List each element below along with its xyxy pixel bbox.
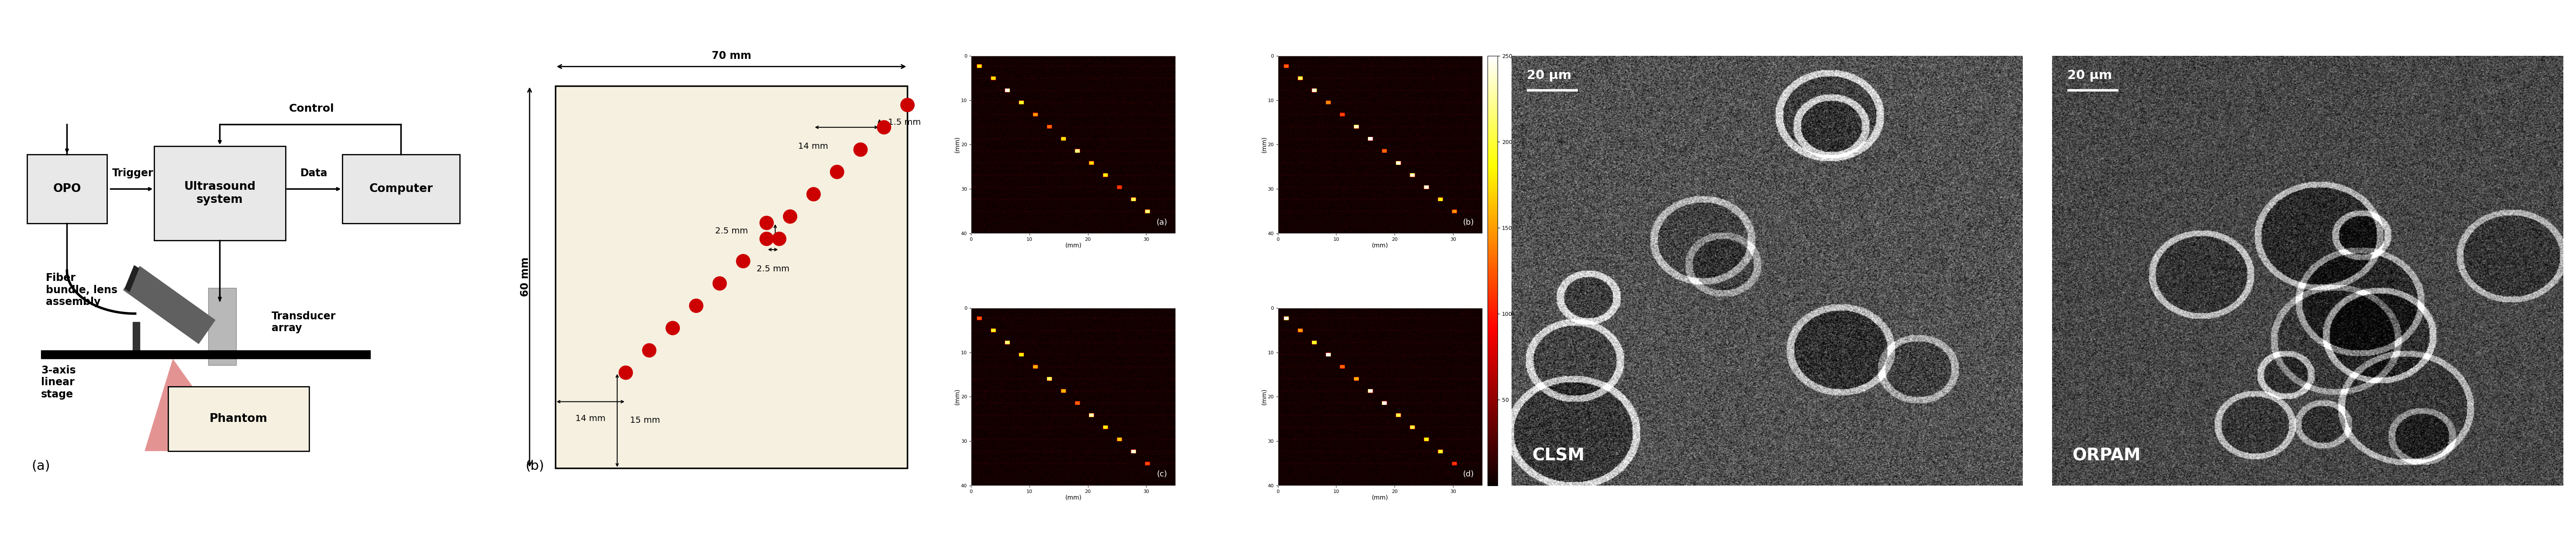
Bar (155, 146, 286, 240)
Text: CLSM: CLSM (1533, 448, 1584, 464)
Text: (c): (c) (1157, 470, 1167, 478)
Text: 1.5 mm: 1.5 mm (889, 118, 922, 127)
Text: Trigger: Trigger (113, 168, 155, 178)
Text: Data: Data (301, 168, 327, 178)
Text: 70 mm: 70 mm (711, 50, 752, 61)
Circle shape (760, 216, 773, 230)
X-axis label: (mm): (mm) (1373, 242, 1388, 248)
Text: 60 mm: 60 mm (520, 257, 531, 297)
Bar (556, 86, 907, 468)
Text: 14 mm: 14 mm (799, 142, 827, 151)
Text: OPO: OPO (54, 184, 80, 195)
Circle shape (665, 321, 680, 335)
Circle shape (878, 121, 891, 134)
Circle shape (690, 299, 703, 312)
Text: (a): (a) (31, 460, 52, 473)
Polygon shape (134, 322, 139, 352)
Bar (343, 155, 459, 223)
Circle shape (853, 143, 868, 156)
Text: (b): (b) (526, 460, 544, 473)
Y-axis label: (mm): (mm) (1260, 388, 1267, 405)
Polygon shape (124, 266, 216, 344)
Y-axis label: (mm): (mm) (1260, 136, 1267, 153)
Text: 2.5 mm: 2.5 mm (716, 227, 747, 235)
Text: 3-axis
linear
stage: 3-axis linear stage (41, 365, 75, 400)
Polygon shape (144, 359, 240, 451)
Circle shape (783, 210, 796, 223)
Text: Phantom: Phantom (209, 413, 268, 425)
X-axis label: (mm): (mm) (1373, 494, 1388, 501)
Circle shape (773, 232, 786, 246)
Circle shape (641, 344, 657, 357)
Bar (167, 387, 309, 451)
Text: 20 μm: 20 μm (1528, 69, 1571, 81)
Text: 15 mm: 15 mm (631, 416, 659, 425)
Polygon shape (124, 266, 139, 292)
Text: (b): (b) (1463, 218, 1473, 226)
X-axis label: (mm): (mm) (1064, 242, 1082, 248)
Text: Computer: Computer (368, 184, 433, 195)
Y-axis label: (mm): (mm) (953, 136, 961, 153)
Circle shape (806, 187, 819, 201)
Polygon shape (41, 350, 371, 359)
Circle shape (714, 277, 726, 290)
Text: (a): (a) (1157, 218, 1167, 226)
Text: Ultrasound
system: Ultrasound system (183, 181, 255, 205)
Bar (26, 155, 108, 223)
Bar (209, 288, 237, 365)
Text: 14 mm: 14 mm (574, 415, 605, 423)
Circle shape (829, 165, 845, 179)
X-axis label: (mm): (mm) (1064, 494, 1082, 501)
Circle shape (737, 254, 750, 268)
Text: (d): (d) (1463, 470, 1473, 478)
Circle shape (618, 366, 634, 379)
Text: Fiber
bundle, lens
assembly: Fiber bundle, lens assembly (46, 273, 118, 307)
Text: Transducer
array: Transducer array (270, 311, 335, 334)
Circle shape (902, 98, 914, 112)
Y-axis label: (mm): (mm) (953, 388, 961, 405)
Text: Control: Control (289, 103, 335, 114)
Text: 2.5 mm: 2.5 mm (757, 264, 788, 273)
Text: 20 μm: 20 μm (2066, 69, 2112, 81)
Text: ORPAM: ORPAM (2071, 448, 2141, 464)
Circle shape (760, 232, 773, 246)
